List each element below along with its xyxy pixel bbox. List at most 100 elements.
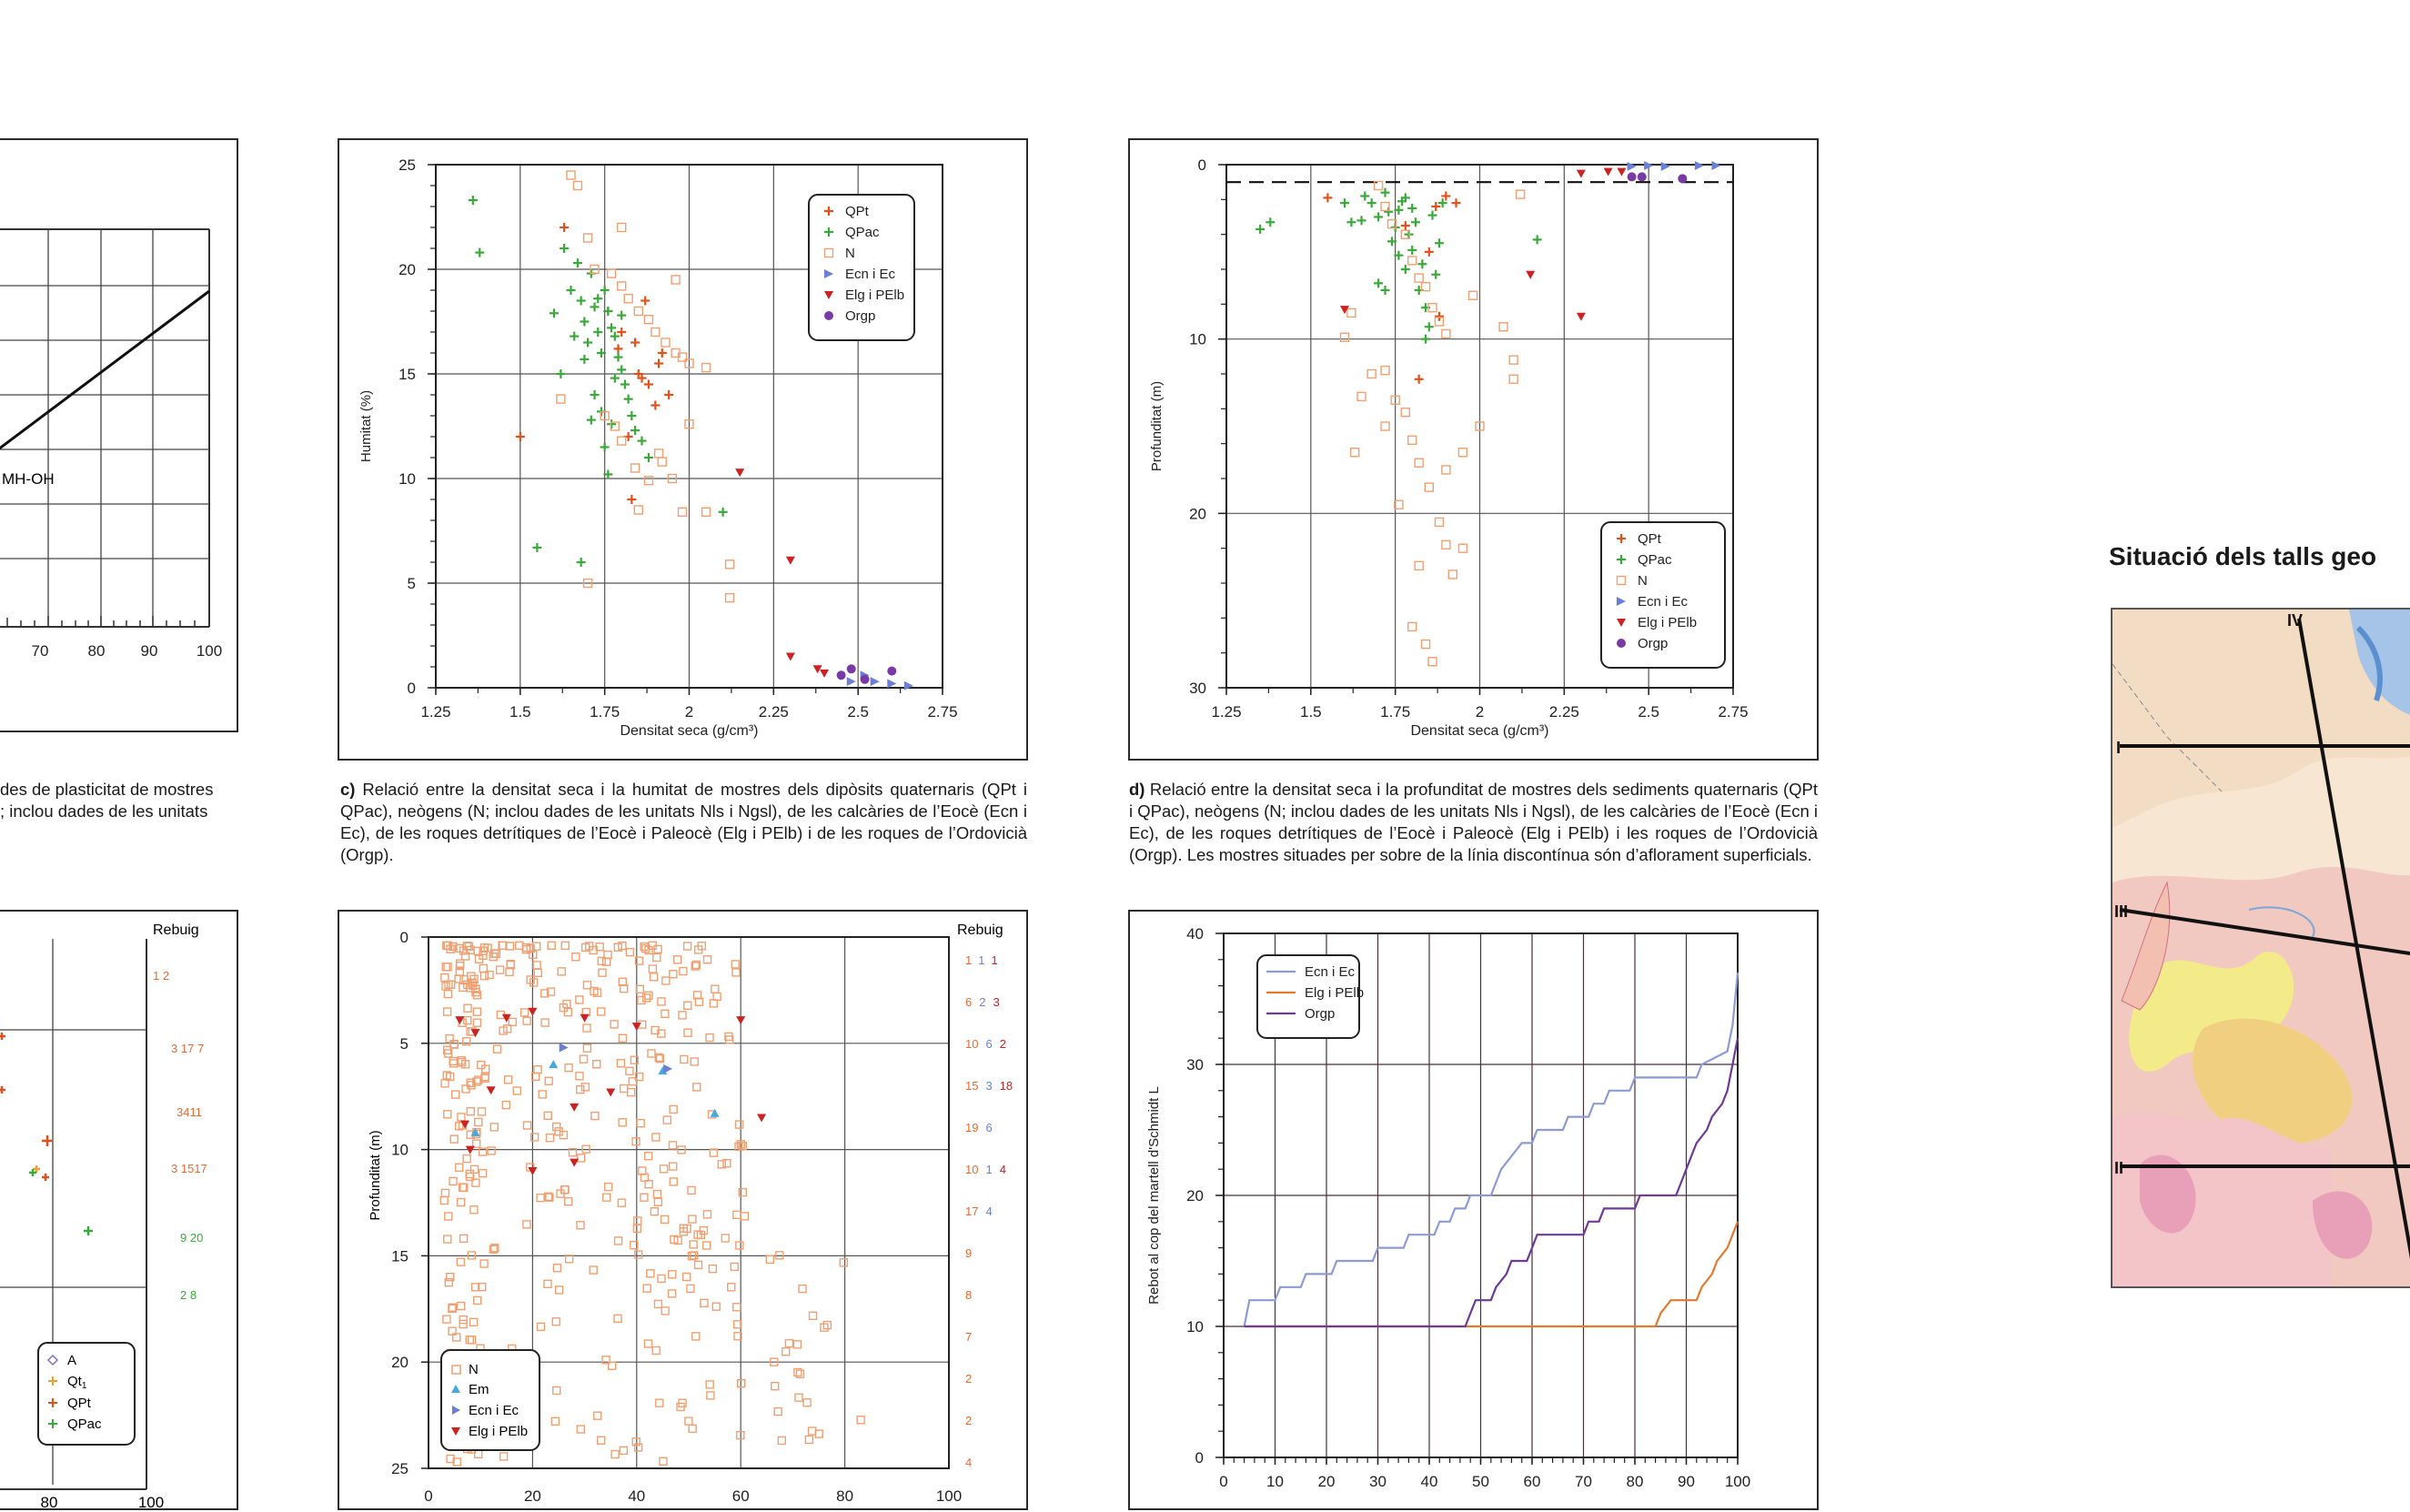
panel-c-ylabel: Humitat (%) xyxy=(358,390,374,462)
panel-g-xtick: 80 xyxy=(1627,1473,1644,1490)
point-n xyxy=(443,1110,452,1119)
point-n xyxy=(668,1270,677,1279)
point-n xyxy=(472,1077,481,1086)
point-n xyxy=(777,1436,787,1446)
point-qpac xyxy=(627,411,637,420)
point-n xyxy=(597,956,606,966)
point-n xyxy=(444,980,453,989)
point-n xyxy=(590,1111,600,1121)
point-n xyxy=(630,1240,639,1250)
panel-f-svg: Rebuig 1 1 1 6 2 3 10 6 2 15 3 18 19 6 10 1 4 17 4 9 8 7 2 2 4 0… xyxy=(368,922,1013,1505)
point-n xyxy=(601,1193,611,1202)
point-n xyxy=(580,1083,590,1092)
panel-d-xlabel: Densitat seca (g/cm³) xyxy=(1410,723,1548,739)
point-ecn-i-ec xyxy=(1660,161,1670,171)
point-n xyxy=(677,507,688,517)
panel-c-legend-box xyxy=(808,194,915,341)
point-n xyxy=(472,1295,482,1305)
point-n xyxy=(469,1317,479,1327)
point-n xyxy=(449,1176,458,1186)
point-n xyxy=(1508,355,1518,365)
point-n xyxy=(684,419,694,429)
point-n xyxy=(670,1235,679,1245)
point-n xyxy=(736,1430,745,1440)
point-n xyxy=(456,959,465,968)
legend-n-icon xyxy=(451,1365,461,1375)
point-qpac xyxy=(1380,286,1390,295)
point-n xyxy=(462,1037,471,1046)
point-em xyxy=(549,1060,559,1069)
point-qpac xyxy=(580,354,590,364)
point-n xyxy=(618,1033,628,1043)
point-n xyxy=(559,1003,569,1013)
point-n xyxy=(700,1298,709,1308)
point-n xyxy=(651,1346,660,1356)
point-n xyxy=(633,306,643,317)
point-n xyxy=(1380,365,1390,376)
point-qpac xyxy=(1356,216,1366,226)
panel-f-points xyxy=(439,941,865,1467)
point-n xyxy=(576,1154,586,1163)
legend-marker-elg-i-pelb xyxy=(1617,619,1626,627)
point-n xyxy=(582,981,592,990)
legend-ecn-icon xyxy=(452,1406,460,1415)
panel-e-legend-qt: Qt1 xyxy=(67,1374,87,1391)
legend-label-qpac: QPac xyxy=(1638,552,1672,568)
point-n xyxy=(683,1028,692,1037)
point-n xyxy=(463,1003,472,1013)
point-n xyxy=(568,1147,578,1157)
panel-g-marks xyxy=(1243,973,1739,1328)
point-n xyxy=(626,1087,636,1097)
panel-d-xtick: 2 xyxy=(1476,703,1484,721)
point-n xyxy=(472,991,482,1000)
point-n xyxy=(582,233,593,243)
panel-c-xtick: 1.25 xyxy=(420,703,450,721)
panel-f-rebuig-row: 7 xyxy=(965,1330,972,1344)
legend-label-ecn-i-ec: Ecn i Ec xyxy=(1638,594,1689,610)
point-elg-i-pelb xyxy=(455,1016,465,1025)
point-n xyxy=(680,1054,689,1064)
point-n xyxy=(677,352,688,362)
point-n xyxy=(644,1179,653,1189)
point-n xyxy=(653,1299,663,1309)
point-n xyxy=(596,1436,606,1446)
point-n xyxy=(793,1367,802,1377)
point-ecn-i-ec xyxy=(1627,161,1637,171)
panel-e-rebuig-3: 3411 xyxy=(176,1105,202,1119)
point-n xyxy=(608,1361,617,1370)
point-n xyxy=(631,1136,640,1146)
point-n xyxy=(643,476,654,486)
point-qpac xyxy=(475,247,485,257)
panel-c-caption: c) Relació entre la densitat seca i la h… xyxy=(340,779,1027,866)
point-qpt xyxy=(1424,247,1434,257)
point-n xyxy=(668,1141,678,1150)
point-n xyxy=(798,1284,807,1294)
point-qpt xyxy=(657,348,667,358)
map-label-i: I xyxy=(2116,739,2121,757)
point-n xyxy=(601,1356,610,1365)
point-n xyxy=(478,1147,488,1156)
point-n xyxy=(1373,180,1384,191)
panel-c-ytick: 10 xyxy=(398,470,416,488)
point-n xyxy=(733,1331,742,1341)
point-n xyxy=(580,942,590,953)
panel-e-legend-qpac: QPac xyxy=(67,1416,102,1432)
point-n xyxy=(1447,570,1457,580)
point-n xyxy=(1400,229,1411,239)
point-n xyxy=(554,1127,563,1136)
panel-g-xtick: 10 xyxy=(1266,1473,1284,1490)
point-n xyxy=(1349,448,1360,458)
point-ecn-i-ec xyxy=(903,680,913,690)
point-n xyxy=(617,1198,627,1207)
point-n xyxy=(489,1123,499,1132)
point-n xyxy=(657,997,666,1006)
point-n xyxy=(480,1074,489,1084)
point-n xyxy=(459,974,469,984)
point-n xyxy=(702,1210,712,1219)
point-n xyxy=(781,1347,791,1356)
section-line-iii xyxy=(2119,908,2410,956)
panel-d-ylabel: Profunditat (m) xyxy=(1149,381,1165,471)
point-qpac xyxy=(576,296,586,306)
point-n xyxy=(640,942,649,952)
point-n xyxy=(543,1279,552,1289)
